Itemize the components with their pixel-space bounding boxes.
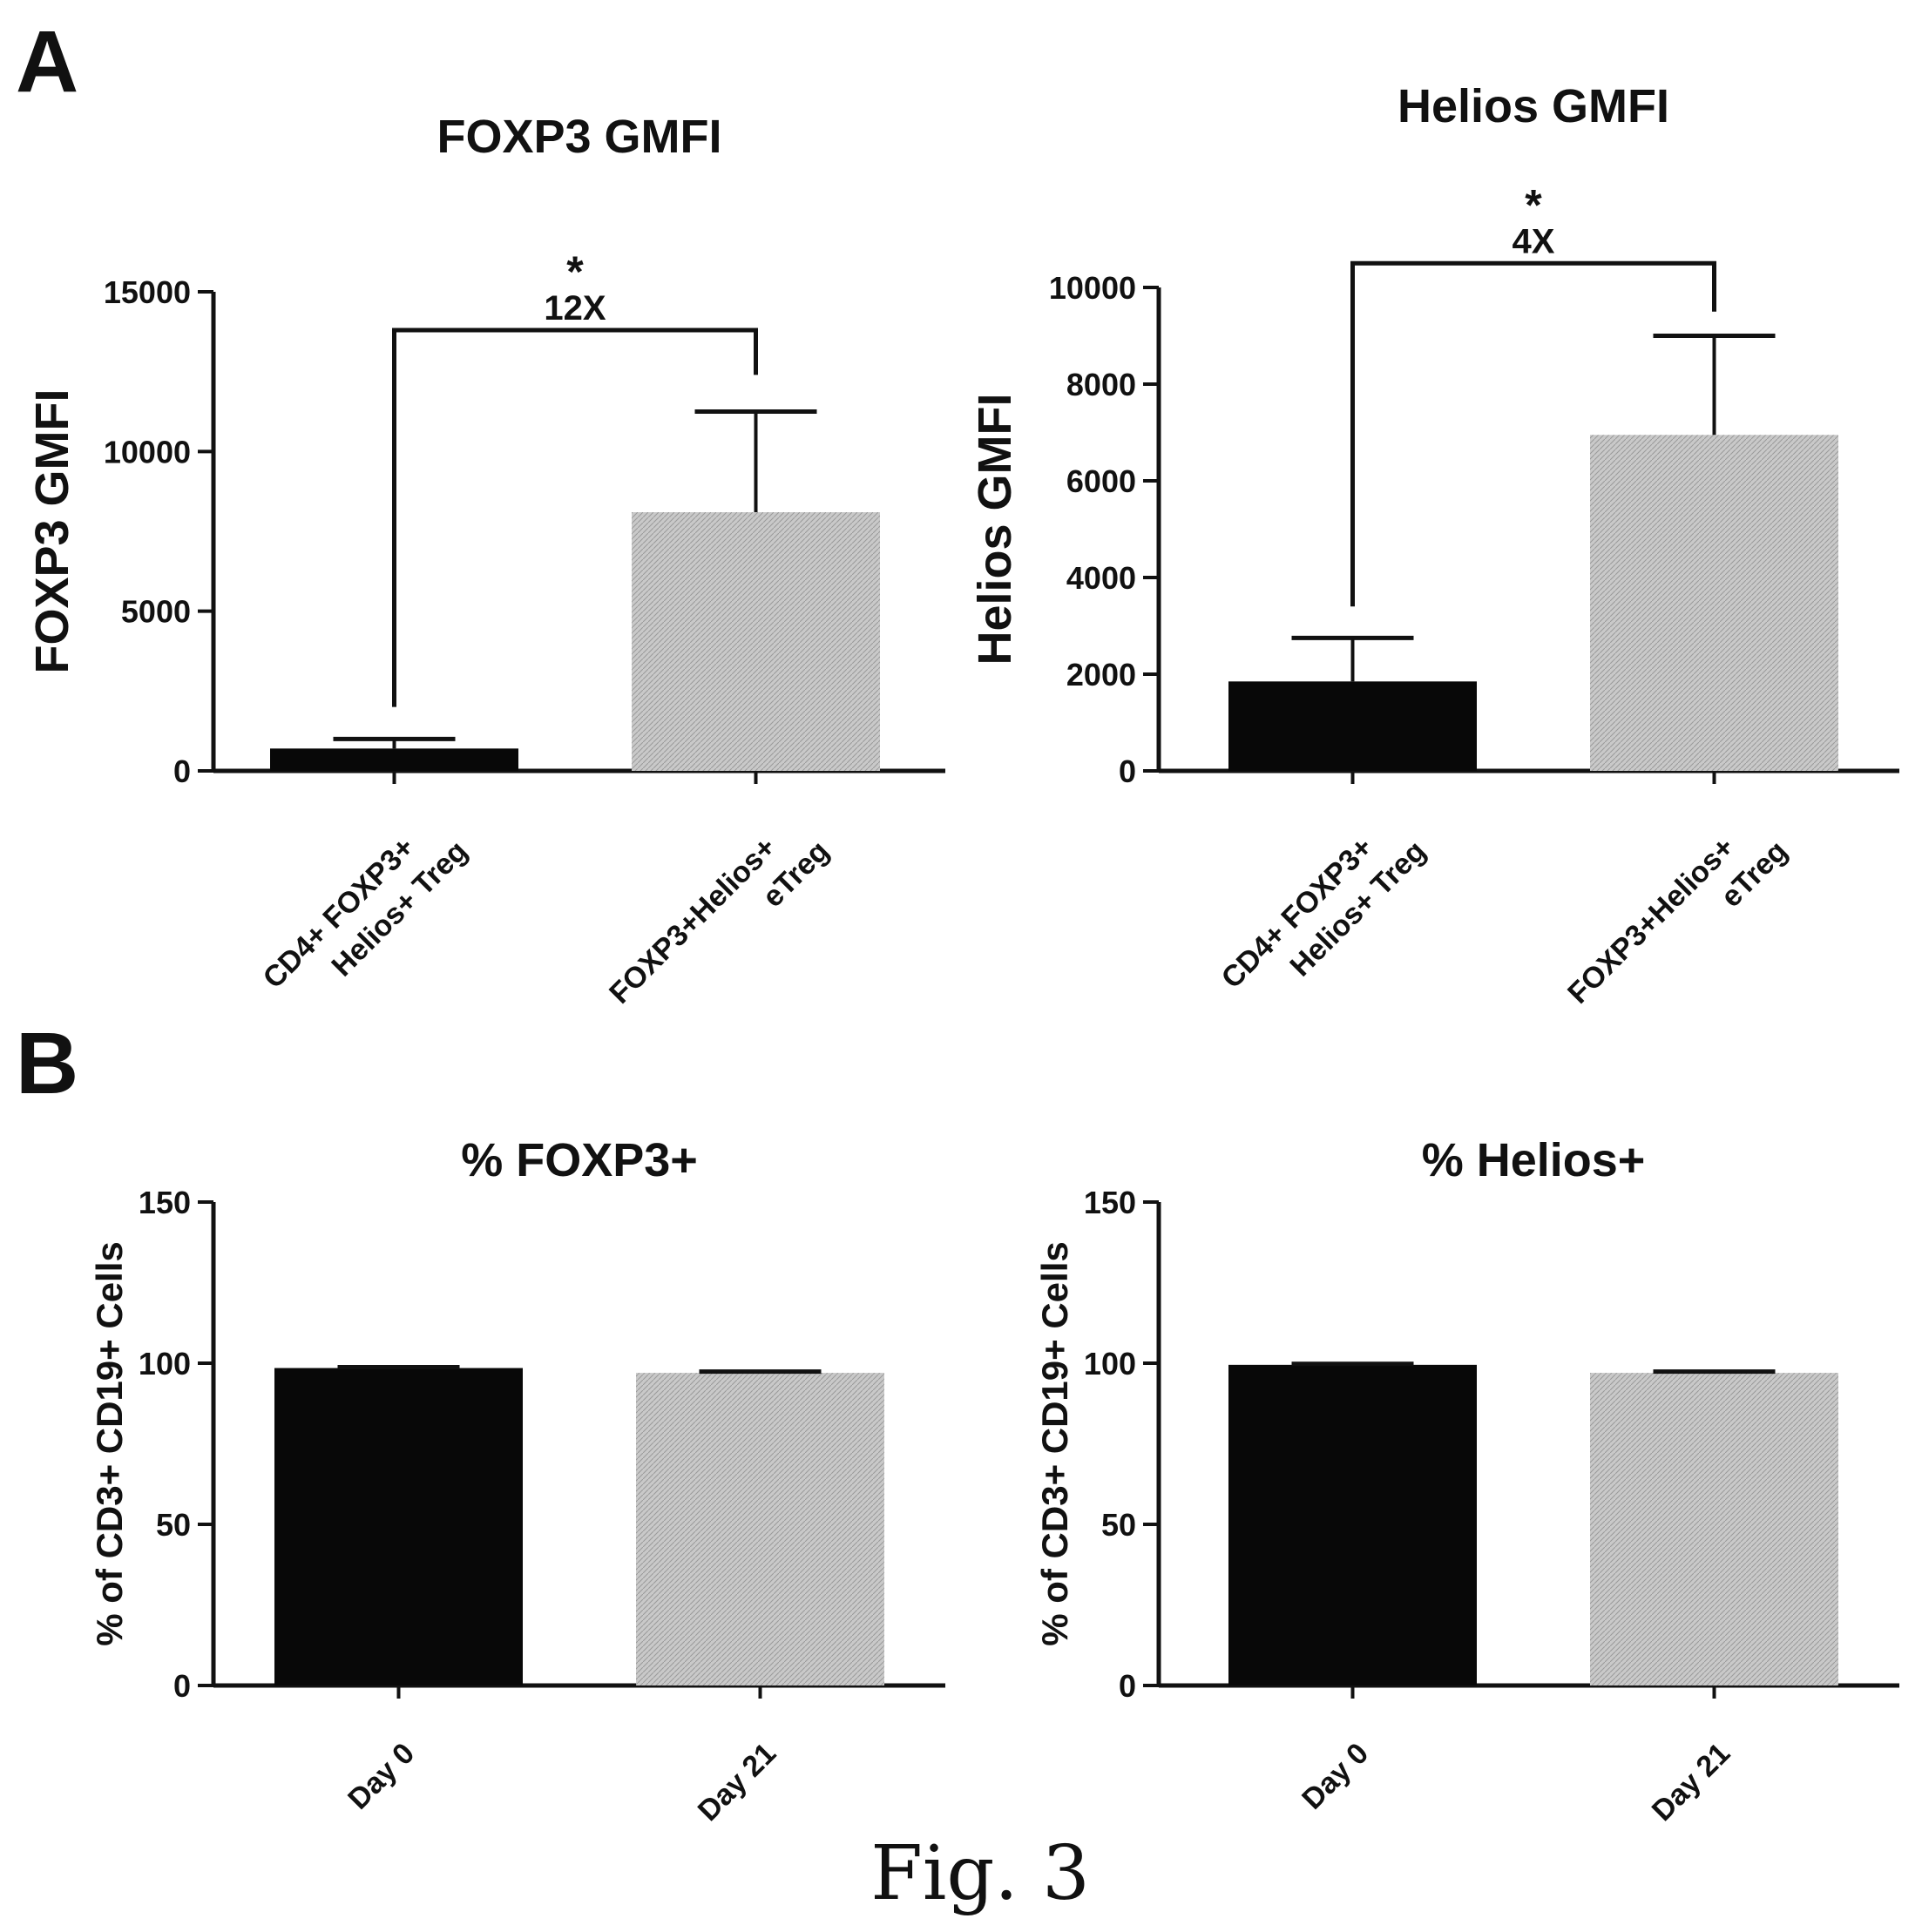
significance-star: *: [566, 247, 584, 296]
chart-4: % Helios+ % of CD3+ CD19+ Cells 0 50 100 150 D…: [1034, 1134, 1899, 1827]
y-tick-label: 150: [1084, 1185, 1136, 1220]
y-tick-label: 50: [156, 1507, 191, 1543]
chart-title: FOXP3 GMFI: [437, 111, 721, 163]
y-tick-label: 150: [139, 1185, 191, 1220]
bar-2: [1590, 1373, 1838, 1685]
fold-change-label: 4X: [1513, 222, 1555, 260]
significance-star: *: [1525, 180, 1542, 229]
x-tick-label-line: Day 0: [342, 1737, 421, 1816]
significance-bracket: [392, 328, 758, 707]
y-axis-label: Helios GMFI: [969, 393, 1021, 665]
y-tick-label: 8000: [1066, 367, 1136, 402]
bar-1: [1228, 681, 1477, 771]
panel-label-b: B: [16, 1015, 78, 1112]
panel-label-a: A: [16, 13, 78, 111]
y-tick-label: 15000: [104, 274, 191, 310]
y-tick-label: 4000: [1066, 560, 1136, 596]
y-tick-label: 10000: [104, 434, 191, 469]
significance-bracket: [1350, 260, 1716, 607]
x-tick-label: FOXP3+Helios+eTreg: [1561, 807, 1794, 1039]
bar-2: [636, 1373, 884, 1685]
fold-change-label: 12X: [544, 289, 606, 328]
bar-2: [1590, 435, 1838, 771]
chart-title: % Helios+: [1422, 1134, 1646, 1186]
x-tick-label-line: Day 21: [692, 1737, 782, 1827]
chart-title: Helios GMFI: [1398, 80, 1669, 132]
y-tick-label: 2000: [1066, 657, 1136, 692]
y-tick-label: 10000: [1049, 270, 1136, 306]
x-tick-label-line: Day 21: [1646, 1737, 1736, 1827]
y-tick-label: 100: [1084, 1346, 1136, 1381]
x-tick-label-line: FOXP3+Helios+: [1561, 831, 1741, 1010]
y-tick-label: 6000: [1066, 463, 1136, 499]
bar-2: [632, 512, 880, 771]
y-axis-label: % of CD3+ CD19+ Cells: [1034, 1241, 1075, 1646]
x-tick-label-line: Day 0: [1296, 1737, 1375, 1816]
y-axis-label: FOXP3 GMFI: [26, 388, 78, 673]
figure-caption: Fig. 3: [870, 1830, 1090, 1917]
x-tick-label: CD4+ FOXP3+Helios+ Treg: [257, 807, 474, 1023]
x-tick-label: Day 21: [1646, 1737, 1736, 1827]
chart-3: % FOXP3+ % of CD3+ CD19+ Cells 0 50 100 150 Da…: [89, 1134, 945, 1827]
chart-title: % FOXP3+: [461, 1134, 698, 1186]
y-tick-label: 50: [1101, 1507, 1136, 1543]
y-tick-label: 0: [173, 1668, 191, 1704]
chart-2: Helios GMFI Helios GMFI 0 2000 4000 6000 8000 1…: [969, 80, 1899, 1039]
y-tick-label: 0: [1119, 753, 1136, 789]
x-tick-label: Day 0: [342, 1737, 421, 1816]
x-tick-label-line: FOXP3+Helios+: [603, 831, 782, 1010]
y-tick-label: 5000: [121, 594, 191, 630]
x-tick-label: CD4+ FOXP3+Helios+ Treg: [1215, 807, 1432, 1023]
bar-1: [1228, 1364, 1477, 1685]
y-axis-label: % of CD3+ CD19+ Cells: [89, 1241, 130, 1646]
chart-1: FOXP3 GMFI FOXP3 GMFI 0 5000 10000 15000 CD4+ …: [26, 111, 945, 1039]
x-tick-label: Day 21: [692, 1737, 782, 1827]
y-tick-label: 0: [173, 753, 191, 789]
bar-1: [274, 1368, 523, 1685]
bar-1: [270, 748, 518, 771]
x-tick-label: FOXP3+Helios+eTreg: [603, 807, 836, 1039]
x-tick-label: Day 0: [1296, 1737, 1375, 1816]
y-tick-label: 100: [139, 1346, 191, 1381]
y-tick-label: 0: [1119, 1668, 1136, 1704]
